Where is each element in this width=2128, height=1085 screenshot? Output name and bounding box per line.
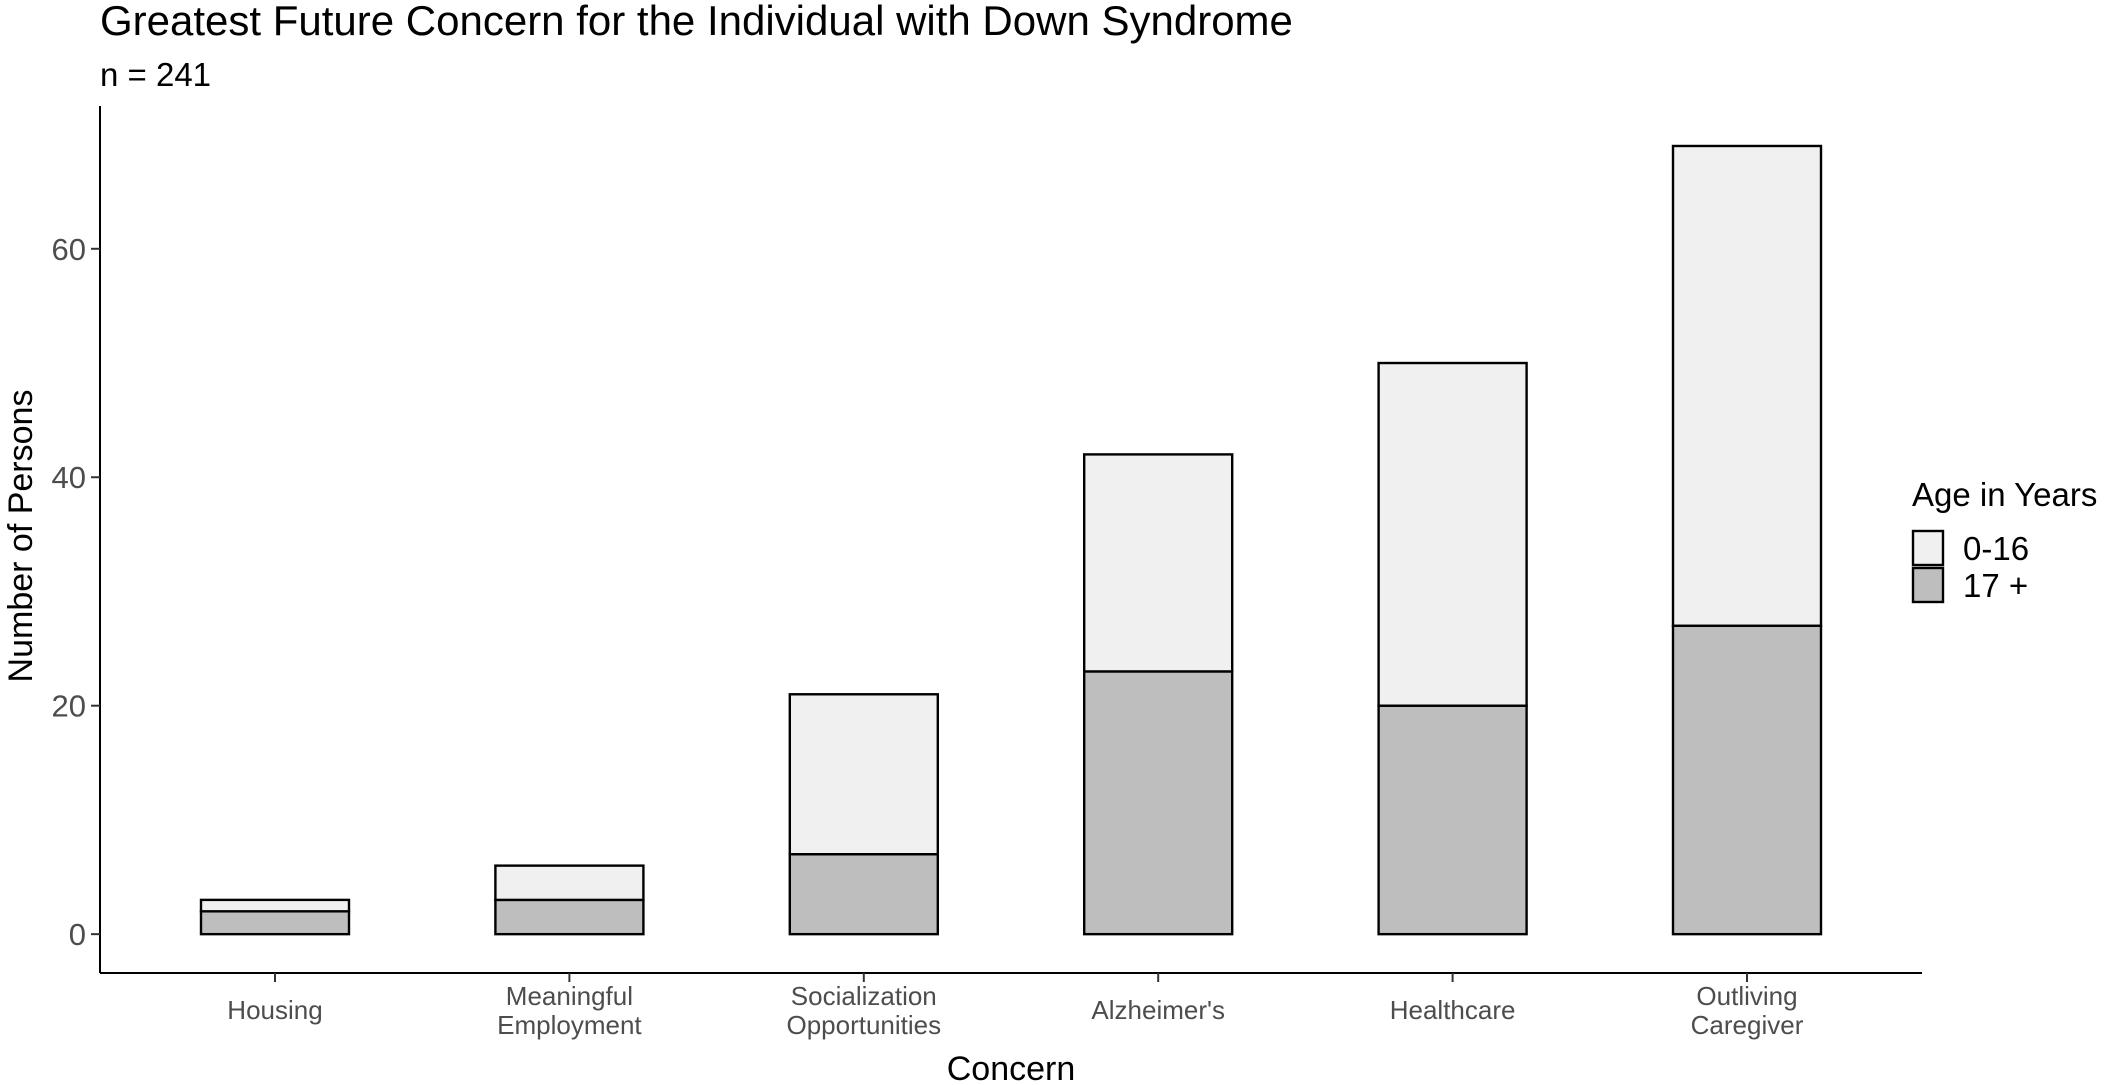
bars	[199, 144, 1823, 936]
bar-segment	[1671, 624, 1823, 936]
legend-label: 0-16	[1963, 530, 2029, 567]
x-tick-label: Socialization Opportunities	[786, 981, 941, 1040]
bar-segment	[1082, 670, 1234, 936]
y-tick-label: 20	[52, 689, 86, 724]
x-tick-label: Healthcare	[1390, 995, 1516, 1025]
bar-segment	[1082, 453, 1234, 673]
x-axis-title: Concern	[947, 1050, 1076, 1085]
bar-segment	[1377, 361, 1528, 707]
bar-segment	[1377, 704, 1528, 936]
legend-title: Age in Years	[1912, 476, 2097, 513]
x-tick-label: Outliving Caregiver	[1691, 981, 1804, 1040]
bar-segment	[1671, 144, 1823, 627]
bar-segment	[788, 853, 939, 936]
chart-subtitle: n = 241	[100, 56, 211, 93]
x-axis-ticks: Housing Meaningful Employment Socialization…	[227, 973, 1804, 1040]
bar-segment	[199, 898, 351, 913]
x-tick-label: Meaningful Employment	[497, 981, 642, 1040]
bar-segment	[199, 910, 351, 936]
y-tick-label: 0	[69, 917, 86, 952]
bar-segment	[494, 898, 645, 936]
y-axis-ticks: 0 20 40 60	[52, 232, 100, 952]
axes	[99, 106, 1922, 974]
legend-label: 17 +	[1963, 567, 2028, 604]
x-tick-label: Alzheimer's	[1091, 995, 1225, 1025]
legend-key	[1911, 529, 1945, 567]
bar-segment	[788, 693, 939, 856]
y-axis-title: Number of Persons	[2, 390, 40, 683]
chart-title: Greatest Future Concern for the Individu…	[100, 0, 1293, 44]
x-tick-label: Housing	[227, 995, 322, 1025]
bar-segment	[494, 864, 645, 902]
y-tick-label: 40	[52, 460, 86, 495]
y-tick-label: 60	[52, 232, 86, 267]
legend-key	[1911, 566, 1945, 604]
